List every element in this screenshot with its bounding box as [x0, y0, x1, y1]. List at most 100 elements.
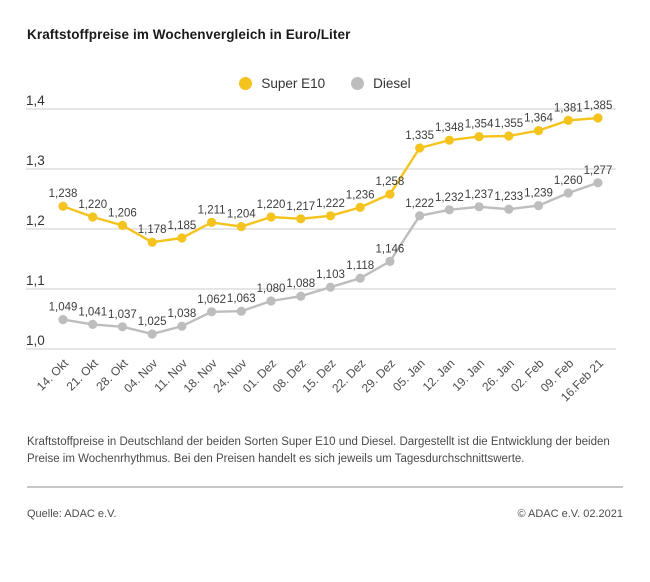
legend-item-super-e10: Super E10	[239, 76, 325, 91]
data-point-label: 1,185	[167, 220, 196, 232]
data-point-super-e10	[355, 202, 365, 212]
data-point-label: 1,178	[138, 224, 167, 236]
data-point-label: 1,335	[405, 130, 434, 142]
x-axis-tick-label: 14. Okt	[34, 356, 72, 394]
data-point-super-e10	[504, 131, 514, 141]
data-point-diesel	[236, 306, 246, 316]
data-point-label: 1,080	[257, 283, 286, 295]
footer-divider	[27, 486, 623, 488]
data-point-label: 1,062	[197, 294, 226, 306]
data-point-diesel	[563, 188, 573, 198]
data-point-super-e10	[385, 189, 395, 199]
data-point-diesel	[355, 273, 365, 283]
data-point-label: 1,049	[49, 302, 78, 314]
data-point-label: 1,355	[494, 118, 523, 130]
data-point-label: 1,041	[78, 306, 107, 318]
data-point-label: 1,232	[435, 192, 464, 204]
data-point-diesel	[593, 178, 603, 188]
data-point-label: 1,037	[108, 309, 137, 321]
data-point-label: 1,204	[227, 209, 256, 221]
data-point-diesel	[207, 307, 217, 317]
data-point-diesel	[504, 204, 514, 214]
data-point-diesel	[88, 319, 98, 329]
data-point-label: 1,381	[554, 102, 583, 114]
data-point-label: 1,258	[376, 176, 405, 188]
data-point-label: 1,211	[198, 204, 226, 216]
source-text: Quelle: ADAC e.V.	[27, 508, 117, 520]
data-point-label: 1,260	[554, 175, 583, 187]
data-point-super-e10	[415, 143, 425, 153]
data-point-super-e10	[58, 201, 68, 211]
legend-label-diesel: Diesel	[373, 76, 411, 91]
data-point-label: 1,238	[49, 188, 78, 200]
y-axis-tick-label: 1,1	[26, 273, 45, 288]
data-point-super-e10	[444, 135, 454, 145]
footer: Quelle: ADAC e.V. © ADAC e.V. 02.2021	[27, 508, 623, 520]
data-point-label: 1,233	[494, 191, 523, 203]
copyright-text: © ADAC e.V. 02.2021	[517, 508, 623, 520]
data-point-super-e10	[147, 237, 157, 247]
data-point-label: 1,237	[465, 189, 494, 201]
data-point-label: 1,239	[524, 188, 553, 200]
data-point-diesel	[58, 315, 68, 325]
data-point-label: 1,364	[524, 113, 553, 125]
data-point-diesel	[533, 201, 544, 211]
y-axis-tick-label: 1,2	[26, 213, 45, 228]
x-axis-tick-label: 21. Okt	[64, 356, 102, 394]
legend-item-diesel: Diesel	[351, 76, 411, 91]
data-point-diesel	[385, 256, 395, 266]
data-point-label: 1,220	[257, 199, 286, 211]
data-point-super-e10	[563, 115, 573, 125]
legend-label-super-e10: Super E10	[261, 76, 326, 91]
data-point-label: 1,385	[584, 100, 613, 112]
data-point-super-e10	[593, 113, 603, 123]
data-point-super-e10	[533, 126, 544, 136]
data-point-label: 1,222	[316, 198, 345, 210]
data-point-diesel	[266, 296, 276, 306]
data-point-super-e10	[177, 233, 187, 243]
data-point-label: 1,222	[405, 198, 434, 210]
data-point-diesel	[147, 329, 157, 339]
data-point-super-e10	[207, 217, 217, 227]
chart-legend: Super E10 Diesel	[0, 76, 650, 91]
x-axis-tick-label: 12. Jan	[420, 356, 458, 394]
data-point-label: 1,220	[78, 199, 107, 211]
data-point-super-e10	[266, 212, 276, 222]
data-point-diesel	[325, 282, 336, 292]
data-point-super-e10	[296, 214, 306, 224]
data-point-label: 1,236	[346, 189, 375, 201]
x-axis-tick-label: 05. Jan	[390, 356, 428, 394]
data-point-label: 1,038	[167, 308, 196, 320]
data-point-super-e10	[474, 132, 484, 142]
x-axis-tick-label: 29. Dez	[359, 356, 398, 395]
data-point-label: 1,348	[435, 122, 464, 134]
data-point-label: 1,025	[138, 316, 167, 328]
data-point-diesel	[415, 211, 425, 221]
x-axis-tick-label: 19. Jan	[449, 356, 487, 394]
data-point-super-e10	[117, 220, 128, 230]
y-axis-tick-label: 1,0	[26, 333, 45, 348]
data-point-diesel	[117, 322, 128, 332]
data-point-label: 1,063	[227, 293, 256, 305]
data-point-super-e10	[325, 211, 336, 221]
data-point-label: 1,206	[108, 207, 137, 219]
y-axis-tick-label: 1,3	[26, 153, 45, 168]
data-point-label: 1,118	[346, 260, 374, 272]
diesel-legend-dot-icon	[351, 77, 365, 90]
data-point-label: 1,354	[465, 119, 494, 131]
data-point-diesel	[474, 202, 484, 212]
data-point-label: 1,088	[286, 278, 315, 290]
data-point-label: 1,146	[376, 243, 405, 255]
data-point-diesel	[444, 205, 454, 215]
data-point-label: 1,217	[286, 201, 315, 213]
data-point-super-e10	[236, 222, 246, 232]
y-axis-tick-label: 1,4	[26, 93, 45, 108]
data-point-label: 1,277	[584, 165, 613, 177]
data-point-diesel	[296, 291, 306, 301]
chart-description: Kraftstoffpreise in Deutschland der beid…	[27, 436, 610, 466]
x-axis-tick-label: 04. Nov	[121, 356, 160, 395]
data-point-diesel	[177, 321, 187, 331]
data-point-super-e10	[88, 212, 98, 222]
